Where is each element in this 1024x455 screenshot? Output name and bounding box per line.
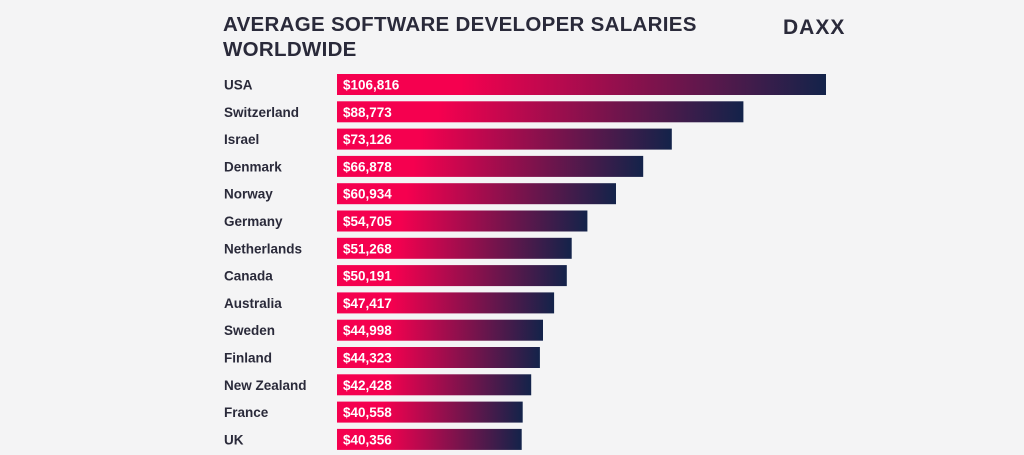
category-label: Canada (224, 269, 273, 284)
value-label: $50,191 (343, 269, 392, 284)
bar (337, 265, 567, 287)
bar (337, 183, 616, 205)
chart-title-line-2: WORLDWIDE (223, 38, 357, 61)
value-label: $106,816 (343, 78, 400, 93)
bars (337, 74, 826, 450)
bar (337, 374, 532, 396)
value-label: $51,268 (343, 241, 392, 256)
category-label: Netherlands (224, 241, 302, 256)
value-label: $40,356 (343, 432, 392, 447)
value-label: $88,773 (343, 105, 392, 120)
bar (337, 210, 588, 232)
bar (337, 237, 572, 259)
value-label: $73,126 (343, 132, 392, 147)
category-label: New Zealand (224, 378, 307, 393)
bar (337, 401, 523, 423)
value-label: $44,998 (343, 323, 392, 338)
value-label: $60,934 (343, 187, 392, 202)
bar (337, 101, 744, 123)
value-label: $54,705 (343, 214, 392, 229)
value-label: $42,428 (343, 378, 392, 393)
category-label: Norway (224, 187, 273, 202)
category-label: UK (224, 432, 244, 447)
category-label: Israel (224, 132, 259, 147)
value-labels: $106,816 $88,773 $73,126 $66,878 $60,934 $54,… (343, 78, 400, 448)
category-label: USA (224, 78, 253, 93)
value-label: $40,558 (343, 405, 392, 420)
bar (337, 155, 644, 177)
category-label: Switzerland (224, 105, 299, 120)
bar (337, 128, 672, 150)
value-label: $47,417 (343, 296, 392, 311)
category-label: Germany (224, 214, 283, 229)
category-label: Sweden (224, 323, 275, 338)
chart-title: AVERAGE SOFTWARE DEVELOPER SALARIES WORL… (223, 12, 723, 62)
category-label: Finland (224, 351, 272, 366)
logo-text: DAXX (783, 16, 845, 39)
category-labels: USA Switzerland Israel Denmark Norway Germany… (224, 78, 307, 448)
bar (337, 347, 540, 368)
chart-title-line-1: AVERAGE SOFTWARE DEVELOPER SALARIES (223, 13, 697, 36)
daxx-logo: DAXX (783, 16, 845, 39)
bar (337, 319, 543, 341)
category-label: Australia (224, 296, 282, 311)
value-label: $44,323 (343, 351, 392, 366)
bar (337, 428, 522, 450)
category-label: Denmark (224, 159, 282, 174)
category-label: France (224, 405, 269, 420)
bar (337, 74, 826, 95)
bar (337, 292, 555, 314)
value-label: $66,878 (343, 159, 392, 174)
